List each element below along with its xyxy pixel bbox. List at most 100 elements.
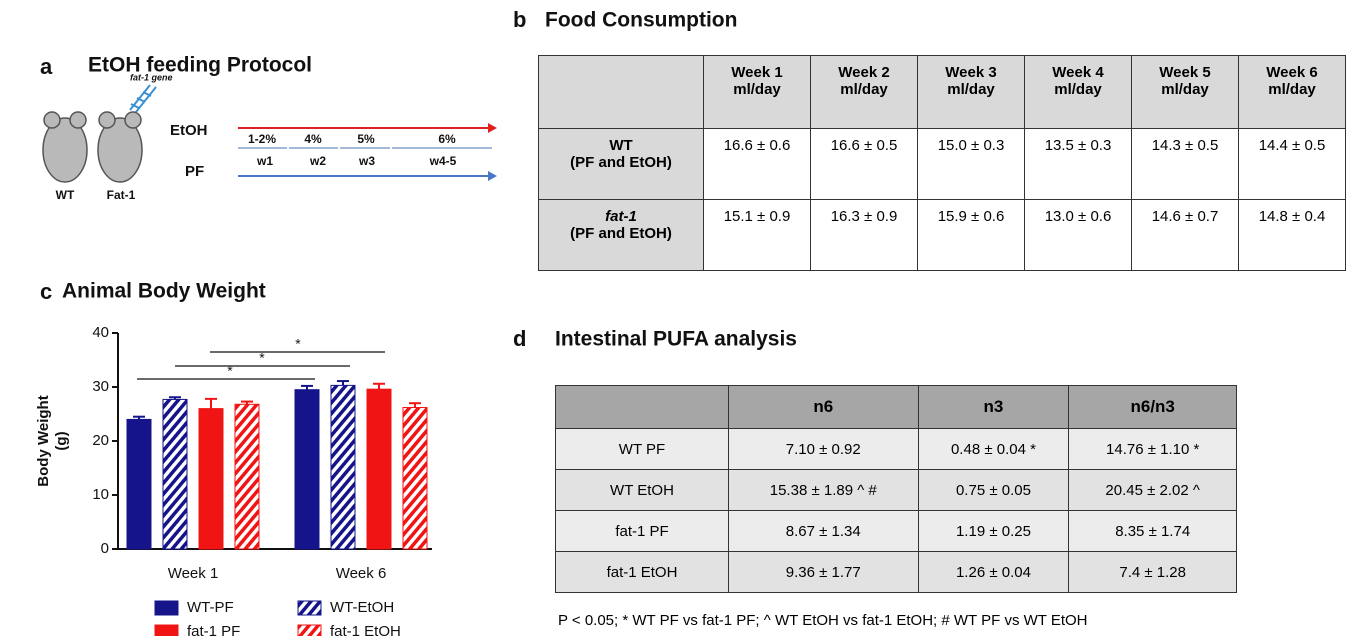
row-label: fat-1 PF bbox=[555, 510, 729, 552]
row-label: WT PF bbox=[555, 428, 729, 470]
legend-label: WT-PF bbox=[187, 599, 234, 616]
header-cell: Week 2 ml/day bbox=[810, 55, 918, 129]
row: fat-1 PF 8.67 ± 1.34 1.19 ± 0.25 8.35 ± 1.7… bbox=[555, 510, 1237, 552]
corner-cell bbox=[555, 385, 729, 429]
label: w2 bbox=[309, 154, 326, 168]
label: c bbox=[40, 279, 52, 304]
row-label-text: (PF and EtOH) bbox=[570, 225, 672, 242]
footnote: P < 0.05; * WT PF vs fat-1 PF; ^ WT EtOH… bbox=[558, 612, 1088, 629]
cell: 13.5 ± 0.3 bbox=[1024, 128, 1132, 200]
header-text: Week 5 bbox=[1159, 64, 1211, 81]
y-axis-label: Body Weight bbox=[35, 395, 52, 486]
label: PF bbox=[185, 163, 204, 180]
header-row: Week 1 ml/day Week 2 ml/day Week 3 ml/day Week… bbox=[538, 55, 1346, 129]
food-table: Week 1 ml/day Week 2 ml/day Week 3 ml/day Week… bbox=[538, 55, 1346, 271]
bar bbox=[162, 398, 188, 550]
cell: 14.76 ± 1.10 * bbox=[1068, 428, 1237, 470]
label: WT bbox=[56, 188, 75, 202]
legend-swatch bbox=[154, 600, 179, 616]
label: w3 bbox=[358, 154, 375, 168]
header-cell: n6/n3 bbox=[1068, 385, 1237, 429]
cell: 16.3 ± 0.9 bbox=[810, 199, 918, 271]
header-text: ml/day bbox=[733, 81, 781, 98]
x-tick-label: Week 6 bbox=[336, 565, 387, 582]
row-label-text: (PF and EtOH) bbox=[570, 154, 672, 171]
label: * bbox=[227, 363, 233, 379]
header-cell: Week 1 ml/day bbox=[703, 55, 811, 129]
dna-icon bbox=[129, 84, 157, 113]
bar bbox=[330, 384, 356, 550]
bar bbox=[402, 407, 428, 550]
legend-swatch bbox=[154, 624, 179, 636]
cell: 14.6 ± 0.7 bbox=[1131, 199, 1239, 271]
header-cell: Week 5 ml/day bbox=[1131, 55, 1239, 129]
label: b bbox=[513, 7, 526, 32]
cell: 15.38 ± 1.89 ^ # bbox=[728, 469, 919, 511]
header-text: ml/day bbox=[1161, 81, 1209, 98]
cell: 14.4 ± 0.5 bbox=[1238, 128, 1346, 200]
cell: 15.0 ± 0.3 bbox=[917, 128, 1025, 200]
cell: 16.6 ± 0.5 bbox=[810, 128, 918, 200]
label: 6% bbox=[438, 132, 456, 146]
header-cell: n6 bbox=[728, 385, 919, 429]
label: * bbox=[259, 350, 265, 366]
cell: 0.48 ± 0.04 * bbox=[917, 428, 1070, 470]
y-tick-label: 20 bbox=[92, 432, 109, 449]
cell: 14.8 ± 0.4 bbox=[1238, 199, 1346, 271]
label: EtOH feeding Protocol bbox=[88, 54, 312, 77]
header-text: ml/day bbox=[840, 81, 888, 98]
x-tick-label: Week 1 bbox=[168, 565, 219, 582]
header-text: Week 3 bbox=[945, 64, 997, 81]
y-tick-label: 10 bbox=[92, 486, 109, 503]
label: Fat-1 bbox=[107, 188, 136, 202]
mice bbox=[42, 111, 143, 183]
bar bbox=[366, 388, 392, 550]
legend-label: WT-EtOH bbox=[330, 599, 394, 616]
row-label: fat-1 (PF and EtOH) bbox=[538, 199, 704, 271]
row: fat-1 (PF and EtOH) 15.1 ± 0.9 16.3 ± 0.9 15… bbox=[538, 199, 1346, 271]
label: a bbox=[40, 54, 53, 79]
corner-cell bbox=[538, 55, 704, 129]
bar bbox=[198, 408, 224, 550]
label: 5% bbox=[357, 132, 375, 146]
bar bbox=[294, 389, 320, 550]
row-label: WT EtOH bbox=[555, 469, 729, 511]
cell: 9.36 ± 1.77 bbox=[728, 551, 919, 593]
label: 4% bbox=[304, 132, 322, 146]
row: WT PF 7.10 ± 0.92 0.48 ± 0.04 * 14.76 ± 1.1… bbox=[555, 428, 1237, 470]
header-text: ml/day bbox=[1054, 81, 1102, 98]
header-text: Week 2 bbox=[838, 64, 890, 81]
row-label: WT (PF and EtOH) bbox=[538, 128, 704, 200]
cell: 14.3 ± 0.5 bbox=[1131, 128, 1239, 200]
label: Food Consumption bbox=[545, 9, 737, 32]
bar bbox=[234, 403, 260, 550]
label: w1 bbox=[256, 154, 273, 168]
header-cell: Week 4 ml/day bbox=[1024, 55, 1132, 129]
cell: 20.45 ± 2.02 ^ bbox=[1068, 469, 1237, 511]
y-axis-label: (g) bbox=[53, 431, 70, 450]
header-text: ml/day bbox=[947, 81, 995, 98]
cell: 1.26 ± 0.04 bbox=[917, 551, 1070, 593]
legend-swatch bbox=[297, 600, 322, 616]
cell: 15.9 ± 0.6 bbox=[917, 199, 1025, 271]
label: d bbox=[513, 326, 526, 351]
cell: 8.35 ± 1.74 bbox=[1068, 510, 1237, 552]
legend-swatch bbox=[297, 624, 322, 636]
row-label-text: fat-1 bbox=[605, 208, 637, 225]
header-cell: n3 bbox=[917, 385, 1070, 429]
y-tick-label: 40 bbox=[92, 324, 109, 341]
row-label: fat-1 EtOH bbox=[555, 551, 729, 593]
y-tick-label: 0 bbox=[101, 540, 109, 557]
cell: 16.6 ± 0.6 bbox=[703, 128, 811, 200]
header-row: n6 n3 n6/n3 bbox=[555, 385, 1237, 429]
arrow-head bbox=[488, 171, 497, 181]
bar bbox=[126, 418, 152, 550]
label: w4-5 bbox=[429, 154, 457, 168]
cell: 7.10 ± 0.92 bbox=[728, 428, 919, 470]
row-label-text: WT bbox=[609, 137, 633, 154]
cell: 0.75 ± 0.05 bbox=[917, 469, 1070, 511]
header-text: ml/day bbox=[1268, 81, 1316, 98]
cell: 1.19 ± 0.25 bbox=[917, 510, 1070, 552]
